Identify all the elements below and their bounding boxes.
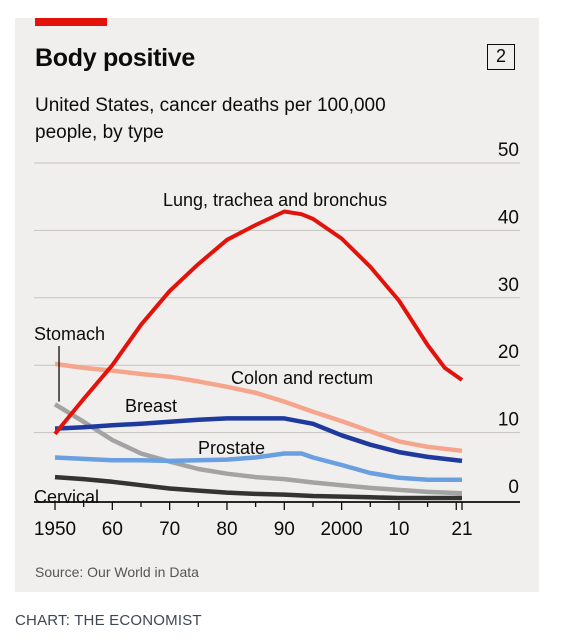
y-tick-label-30: 30 (498, 275, 519, 296)
x-axis-ticks: 1950 60 70 80 90 2000 10 21 (34, 502, 473, 540)
series-labels: Lung, trachea and bronchus Colon and rec… (34, 190, 387, 507)
label-stomach: Stomach (34, 324, 105, 344)
x-tick-label-1980: 80 (216, 519, 237, 540)
chart-title: Body positive (35, 44, 196, 72)
gridlines (34, 162, 520, 434)
x-tick-label-1960: 60 (102, 519, 123, 540)
chart-credit: CHART: THE ECONOMIST (15, 612, 202, 629)
x-tick-label-1970: 70 (159, 519, 180, 540)
y-tick-label-40: 40 (498, 207, 519, 228)
x-tick-label-2000: 2000 (320, 519, 362, 540)
label-cervical: Cervical (34, 487, 99, 507)
line-chart: 0 10 20 30 40 50 1950 60 70 80 90 2000 10 21 Lung, t… (34, 140, 520, 540)
series-line-lung-trachea-and-bronchus (53, 209, 464, 436)
series-line-prostate (54, 451, 462, 483)
series-line-cervical (54, 474, 462, 501)
series-lines (53, 209, 464, 501)
y-axis-ticks: 0 10 20 30 40 50 (498, 140, 519, 498)
y-tick-label-20: 20 (498, 342, 519, 363)
accent-bar (35, 18, 107, 26)
series-line-stomach (53, 402, 463, 496)
label-breast: Breast (125, 396, 177, 416)
source-note: Source: Our World in Data (35, 564, 199, 580)
chart-number-badge: 2 (487, 44, 515, 70)
y-tick-label-10: 10 (498, 410, 519, 431)
series-line-breast (54, 416, 463, 464)
y-tick-label-50: 50 (498, 140, 519, 161)
y-tick-label-0: 0 (508, 477, 519, 498)
chart-subtitle: United States, cancer deaths per 100,000… (35, 95, 386, 143)
label-lung: Lung, trachea and bronchus (163, 190, 387, 210)
x-tick-label-1950: 1950 (34, 519, 76, 540)
x-tick-label-2010: 10 (388, 519, 409, 540)
label-prostate: Prostate (198, 438, 265, 458)
x-tick-label-2021: 21 (451, 519, 472, 540)
x-tick-label-1990: 90 (274, 519, 295, 540)
series-line-colon-and-rectum (54, 361, 463, 454)
label-colon: Colon and rectum (231, 368, 373, 388)
chart-panel: Body positive 2 United States, cancer de… (15, 18, 539, 592)
